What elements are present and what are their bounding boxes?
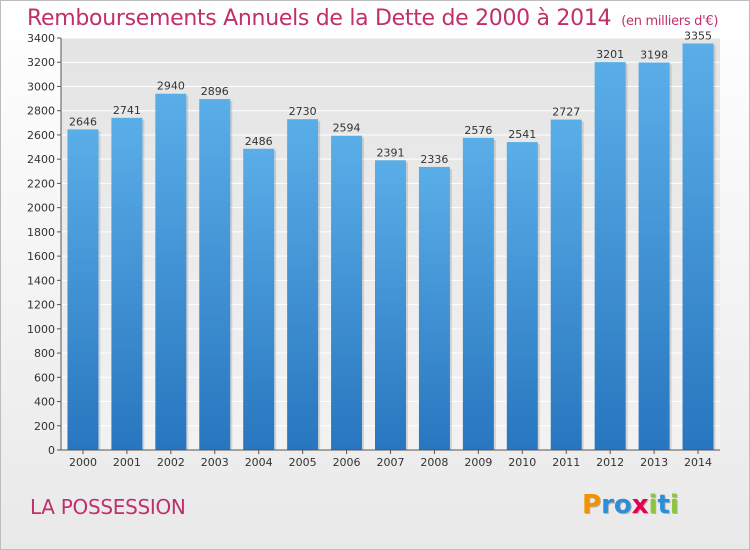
data-label: 3198 <box>640 48 668 61</box>
x-tick-label: 2012 <box>596 456 624 469</box>
x-tick-label: 2004 <box>245 456 273 469</box>
bar <box>418 166 450 450</box>
chart-title: Remboursements Annuels de la Dette de 20… <box>27 6 718 31</box>
logo-letter: P <box>582 490 602 520</box>
data-label: 2741 <box>113 104 141 117</box>
bar <box>287 119 319 450</box>
y-tick-label: 1400 <box>27 274 55 287</box>
x-tick-label: 2007 <box>377 456 405 469</box>
data-label: 3355 <box>684 29 712 42</box>
bar <box>111 117 143 451</box>
logo-letter: r <box>601 490 614 520</box>
bar <box>67 129 99 450</box>
logo-letter: x <box>631 490 649 520</box>
data-label: 3201 <box>596 48 624 61</box>
data-label: 2486 <box>245 135 273 148</box>
x-tick-label: 2001 <box>113 456 141 469</box>
bar <box>375 160 406 450</box>
x-tick-label: 2005 <box>289 456 317 469</box>
x-tick-label: 2006 <box>333 456 361 469</box>
data-label: 2730 <box>289 105 317 118</box>
bar <box>199 99 231 451</box>
x-tick-label: 2008 <box>420 456 448 469</box>
y-tick-label: 200 <box>34 420 55 433</box>
x-tick-label: 2014 <box>684 456 712 469</box>
data-label: 2541 <box>508 128 536 141</box>
bar <box>506 142 538 451</box>
bar <box>682 43 714 450</box>
bar <box>638 62 670 450</box>
y-tick-label: 2400 <box>27 153 55 166</box>
data-label: 2391 <box>377 146 405 159</box>
logo-letter: i <box>648 490 658 520</box>
y-tick-label: 600 <box>34 371 55 384</box>
chart-subtitle: (en milliers d'€) <box>621 14 719 29</box>
logo-letter: t <box>657 490 670 520</box>
bar <box>155 93 187 450</box>
data-label: 2594 <box>333 122 361 135</box>
y-tick-label: 800 <box>34 347 55 360</box>
y-tick-label: 400 <box>34 396 55 409</box>
y-tick-label: 2000 <box>27 202 55 215</box>
x-tick-label: 2003 <box>201 456 229 469</box>
x-tick-label: 2002 <box>157 456 185 469</box>
x-tick-label: 2010 <box>508 456 536 469</box>
bar <box>550 119 582 451</box>
title-text: Remboursements Annuels de la Dette de 20… <box>27 6 612 31</box>
x-tick-label: 2011 <box>552 456 580 469</box>
data-label: 2896 <box>201 85 229 98</box>
y-tick-label: 1600 <box>27 250 55 263</box>
bar <box>331 135 363 451</box>
y-tick-label: 3000 <box>27 80 55 93</box>
y-tick-label: 3200 <box>27 56 55 69</box>
data-label: 2336 <box>420 153 448 166</box>
proxiti-logo: Proxiti <box>582 490 679 520</box>
y-tick-label: 1000 <box>27 323 55 336</box>
y-tick-label: 3400 <box>27 32 55 45</box>
data-label: 2646 <box>69 115 97 128</box>
commune-name: LA POSSESSION <box>30 495 186 519</box>
y-tick-label: 2800 <box>27 105 55 118</box>
logo-letter: i <box>669 490 679 520</box>
x-tick-label: 2000 <box>69 456 97 469</box>
bar <box>243 148 275 450</box>
y-tick-label: 1200 <box>27 299 55 312</box>
data-label: 2940 <box>157 80 185 93</box>
data-label: 2576 <box>464 124 492 137</box>
x-tick-label: 2013 <box>640 456 668 469</box>
data-label: 2727 <box>552 106 580 119</box>
logo-letter: o <box>613 490 632 520</box>
y-tick-label: 2600 <box>27 129 55 142</box>
bar <box>594 62 626 451</box>
y-tick-label: 2200 <box>27 177 55 190</box>
bar <box>462 137 494 450</box>
y-tick-label: 1800 <box>27 226 55 239</box>
y-tick-label: 0 <box>48 444 55 457</box>
x-tick-label: 2009 <box>464 456 492 469</box>
